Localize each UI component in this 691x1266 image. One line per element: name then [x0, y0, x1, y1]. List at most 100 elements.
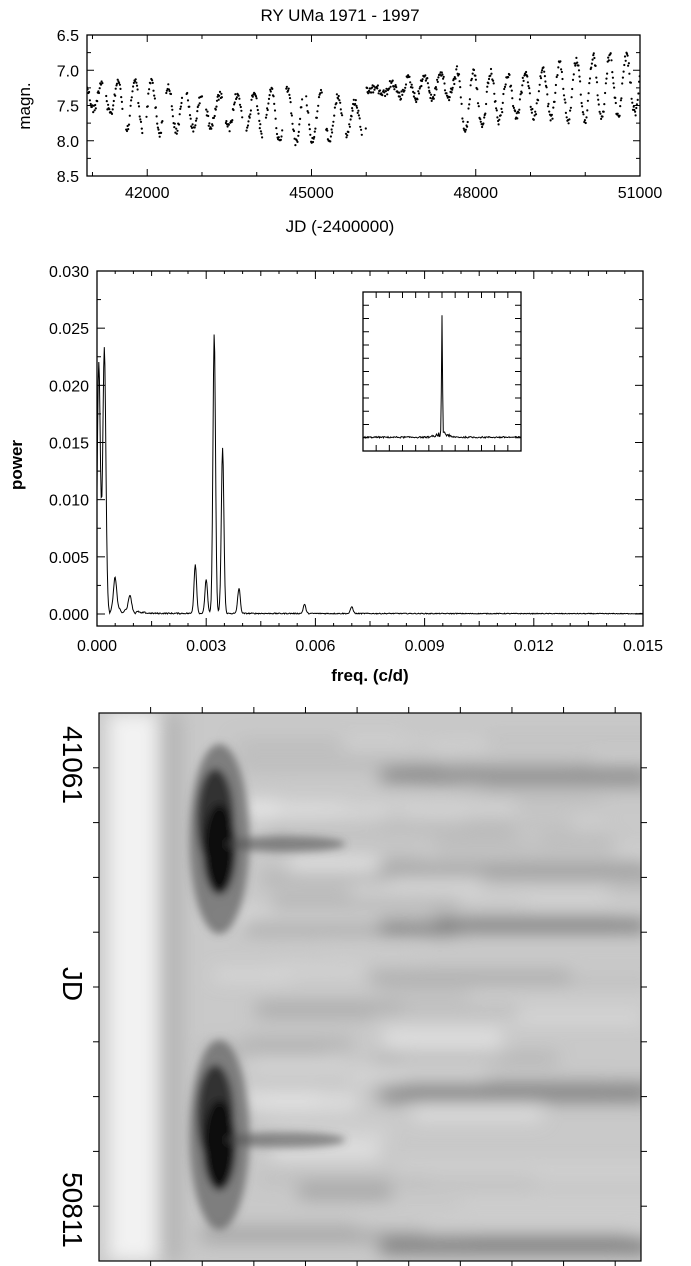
lightcurve-point [89, 102, 92, 106]
lightcurve-point [610, 59, 613, 62]
lightcurve-point [313, 135, 316, 139]
lightcurve-point [157, 128, 160, 131]
periodogram-x-tick-label: 0.000 [77, 638, 117, 655]
lightcurve-point [231, 119, 234, 122]
lightcurve-point [472, 68, 476, 72]
timefreq-y-label: JD [57, 967, 88, 1001]
lightcurve-point [291, 122, 294, 125]
lightcurve-point [319, 88, 323, 92]
lightcurve-point [548, 110, 551, 113]
lightcurve-point [141, 131, 144, 135]
periodogram-x-ticks: 0.000 0.003 0.006 0.009 0.012 0.015 [77, 271, 663, 655]
lightcurve-point [152, 89, 155, 92]
lightcurve-point [279, 138, 282, 141]
lightcurve-point [501, 101, 504, 104]
lightcurve-point [344, 132, 348, 135]
lightcurve-point [567, 122, 570, 125]
lightcurve-point [605, 77, 608, 80]
lightcurve-point [454, 77, 457, 80]
lightcurve-point [546, 93, 549, 96]
lightcurve-point [504, 83, 507, 86]
lightcurve-point [134, 78, 137, 81]
lightcurve-point [320, 91, 323, 94]
lightcurve-point [555, 75, 558, 79]
lightcurve-point [220, 96, 223, 99]
lightcurve-point [258, 119, 261, 122]
lightcurve-point [414, 98, 417, 101]
lightcurve-point [273, 109, 277, 112]
lightcurve-point [330, 128, 333, 131]
lightcurve-point [186, 99, 190, 102]
lightcurve-point [581, 105, 584, 108]
lightcurve-point [389, 85, 392, 88]
lightcurve-point [489, 67, 493, 71]
lightcurve-point [576, 61, 579, 64]
lightcurve-point [114, 87, 117, 90]
timefreq-panel: 41061 JD 50811 [57, 707, 647, 1266]
lightcurve-point [338, 99, 341, 102]
lightcurve-point [193, 126, 196, 129]
lightcurve-point [571, 87, 574, 91]
periodogram-y-ticks: 0.000 0.005 0.010 0.015 0.020 0.025 0.030 [49, 264, 643, 624]
lightcurve-point [238, 103, 242, 106]
lightcurve-point [533, 114, 536, 117]
lightcurve-point [540, 71, 543, 74]
lightcurve-frame [86, 34, 641, 177]
lightcurve-point [636, 98, 639, 101]
lightcurve-point [357, 114, 360, 117]
lightcurve-point [560, 68, 563, 71]
lightcurve-point [194, 119, 198, 122]
lightcurve-point [186, 91, 189, 95]
lightcurve-point [129, 104, 132, 107]
lightcurve-point [98, 87, 101, 90]
lightcurve-point [495, 107, 498, 110]
lightcurve-point [111, 108, 114, 111]
lightcurve-point [501, 111, 504, 114]
lightcurve-point [114, 94, 117, 97]
lightcurve-point [356, 111, 359, 114]
lightcurve-point [459, 86, 462, 89]
lightcurve-point [443, 82, 446, 85]
lightcurve-point [313, 130, 316, 133]
lightcurve-point [351, 109, 354, 112]
lightcurve-point [348, 123, 351, 126]
lightcurve-point [191, 123, 194, 126]
lightcurve-point [590, 66, 593, 69]
lightcurve-point [371, 86, 374, 89]
lightcurve-point [398, 91, 401, 94]
lightcurve-point [305, 104, 308, 107]
lightcurve-point [637, 92, 640, 95]
lightcurve-point [459, 96, 462, 99]
lightcurve-point [376, 84, 379, 87]
lightcurve-point [366, 86, 369, 90]
lightcurve-point [394, 84, 397, 87]
lightcurve-point [132, 81, 135, 84]
lightcurve-point [139, 118, 142, 121]
lightcurve-point [582, 113, 585, 116]
lightcurve-point [514, 110, 517, 113]
lightcurve-point [457, 73, 461, 76]
lightcurve-point [485, 90, 488, 93]
lightcurve-point [484, 112, 487, 115]
lightcurve-point [309, 133, 312, 136]
lightcurve-point [227, 123, 230, 126]
lightcurve-point [178, 113, 181, 116]
lightcurve-point [556, 74, 559, 77]
lightcurve-point [329, 135, 332, 138]
lightcurve-point [249, 113, 252, 116]
lightcurve-point [135, 84, 139, 87]
lightcurve-point [264, 116, 268, 119]
lightcurve-point [411, 86, 414, 89]
lightcurve-point [559, 60, 562, 63]
lightcurve-point [557, 66, 560, 69]
lightcurve-point [631, 101, 634, 104]
lightcurve-point [543, 75, 547, 78]
lightcurve-point [462, 120, 465, 123]
lightcurve-point [613, 86, 616, 89]
lightcurve-point [213, 114, 216, 118]
lightcurve-point [340, 112, 343, 115]
lightcurve-point [118, 81, 121, 85]
lightcurve-point [418, 87, 421, 90]
lightcurve-point [623, 63, 626, 67]
lightcurve-point [133, 80, 137, 83]
